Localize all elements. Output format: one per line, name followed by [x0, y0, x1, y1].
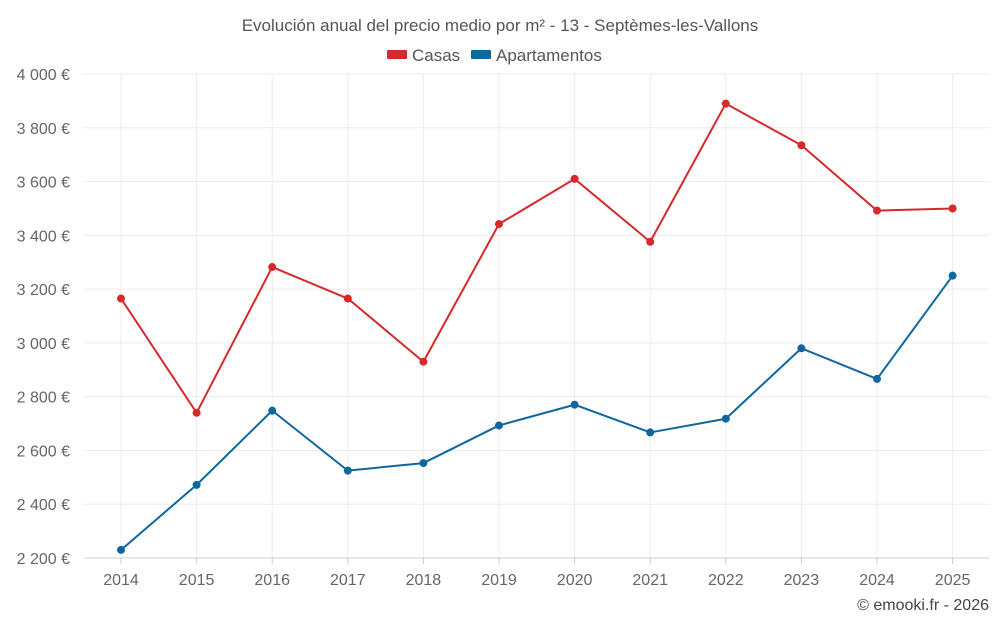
data-point-apartamentos-2022[interactable] — [721, 414, 730, 423]
legend-label-apartamentos: Apartamentos — [496, 46, 602, 65]
y-tick-label: 3 000 € — [17, 336, 70, 353]
data-point-apartamentos-2015[interactable] — [192, 480, 201, 489]
x-tick-label: 2023 — [784, 572, 820, 589]
x-tick-label: 2014 — [103, 572, 139, 589]
legend-item-apartamentos[interactable]: Apartamentos — [471, 46, 602, 65]
y-tick-label: 3 800 € — [17, 121, 70, 138]
legend-item-casas[interactable]: Casas — [387, 46, 460, 65]
x-tick-label: 2022 — [708, 572, 744, 589]
legend-swatch-casas — [387, 50, 407, 59]
data-point-casas-2017[interactable] — [343, 294, 352, 303]
legend-label-casas: Casas — [412, 46, 460, 65]
data-point-casas-2018[interactable] — [419, 357, 428, 366]
data-point-casas-2021[interactable] — [646, 237, 655, 246]
x-tick-label: 2020 — [557, 572, 593, 589]
x-tick-label: 2021 — [632, 572, 668, 589]
data-point-apartamentos-2025[interactable] — [948, 271, 957, 280]
credit-text: © emooki.fr - 2026 — [857, 597, 989, 614]
series-line-apartamentos — [120, 275, 954, 551]
data-point-casas-2024[interactable] — [873, 206, 881, 215]
grid — [84, 73, 989, 559]
data-point-apartamentos-2023[interactable] — [797, 344, 806, 353]
data-point-apartamentos-2019[interactable] — [495, 421, 503, 430]
y-tick-label: 4 000 € — [17, 67, 70, 84]
y-axis: 2 200 € 2 400 € 2 600 € 2 800 € 3 000 € 3 200… — [17, 67, 70, 568]
y-tick-label: 2 800 € — [17, 390, 70, 407]
data-point-casas-2022[interactable] — [721, 99, 730, 108]
data-point-casas-2023[interactable] — [797, 141, 806, 150]
x-axis: 2014 2015 2016 2017 2018 2019 2020 2021 2022 2023… — [84, 557, 989, 589]
data-point-apartamentos-2018[interactable] — [419, 459, 428, 468]
y-tick-label: 3 600 € — [17, 175, 70, 192]
x-tick-label: 2015 — [179, 572, 215, 589]
data-point-casas-2020[interactable] — [570, 174, 579, 183]
y-tick-label: 3 400 € — [17, 228, 70, 245]
data-point-casas-2014[interactable] — [117, 294, 125, 303]
data-point-casas-2016[interactable] — [268, 263, 277, 272]
x-tick-label: 2024 — [859, 572, 895, 589]
chart-title: Evolución anual del precio medio por m² … — [242, 16, 759, 35]
y-tick-label: 2 600 € — [17, 443, 70, 460]
y-tick-label: 3 200 € — [17, 282, 70, 299]
x-tick-label: 2017 — [330, 572, 366, 589]
data-point-casas-2025[interactable] — [948, 204, 957, 213]
x-tick-label: 2016 — [254, 572, 290, 589]
series-line-casas — [120, 102, 953, 414]
data-point-apartamentos-2017[interactable] — [343, 466, 352, 475]
x-tick-label: 2018 — [406, 572, 442, 589]
data-point-apartamentos-2021[interactable] — [646, 428, 655, 437]
x-tick-label: 2019 — [481, 572, 517, 589]
data-point-apartamentos-2016[interactable] — [268, 406, 277, 415]
y-tick-label: 2 400 € — [17, 497, 70, 514]
series — [117, 99, 957, 554]
x-tick-label: 2025 — [935, 572, 971, 589]
data-point-casas-2015[interactable] — [192, 408, 201, 417]
series-casas — [117, 99, 957, 417]
data-point-apartamentos-2014[interactable] — [117, 545, 125, 554]
y-tick-label: 2 200 € — [17, 551, 70, 568]
data-point-apartamentos-2020[interactable] — [570, 400, 579, 409]
data-point-apartamentos-2024[interactable] — [873, 374, 881, 383]
legend-swatch-apartamentos — [471, 50, 491, 59]
series-apartamentos — [117, 271, 957, 554]
legend: Casas Apartamentos — [387, 46, 602, 65]
data-point-casas-2019[interactable] — [495, 220, 503, 229]
